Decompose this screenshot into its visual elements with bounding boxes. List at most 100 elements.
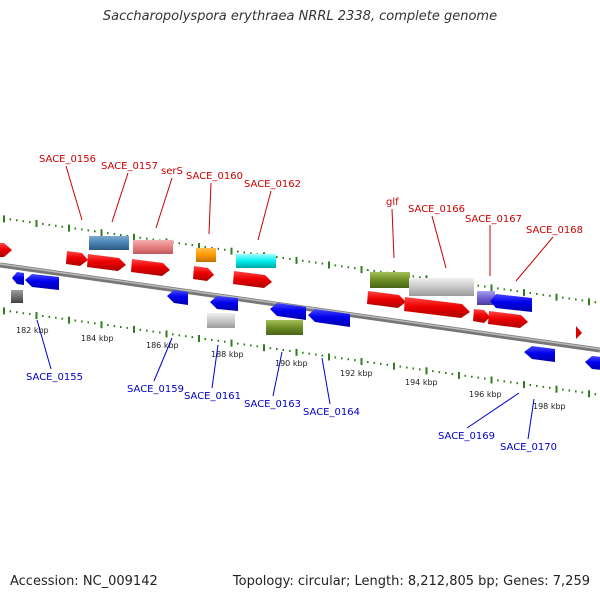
gene-arrow-forward[interactable] [131, 259, 170, 276]
minor-tick [594, 393, 597, 396]
minor-tick [211, 246, 213, 249]
gene-label-SACE_0168[interactable]: SACE_0168 [526, 225, 583, 236]
minor-tick [282, 257, 285, 260]
minor-tick [497, 379, 499, 382]
gene-label-SACE_0162[interactable]: SACE_0162 [244, 179, 301, 190]
gene-arrow-reverse[interactable] [585, 356, 600, 370]
gene-SACE_0161-box[interactable] [207, 313, 235, 328]
major-tick [555, 293, 558, 301]
gene-arrow-reverse[interactable] [25, 274, 59, 290]
gene-SACE_0155-box[interactable] [11, 290, 23, 303]
leader-line [431, 215, 447, 269]
minor-tick [22, 312, 25, 315]
minor-tick [334, 264, 337, 267]
major-tick [523, 289, 525, 297]
gene-SACE_0160-box[interactable] [196, 248, 216, 262]
minor-tick [61, 317, 64, 320]
minor-tick [497, 287, 499, 290]
gene-label-SACE_0164[interactable]: SACE_0164 [303, 407, 360, 418]
minor-tick [81, 228, 83, 231]
gene-label-SACE_0156[interactable]: SACE_0156 [39, 154, 96, 165]
leader-line [65, 165, 83, 221]
gene-arrow-reverse[interactable] [490, 294, 532, 312]
gene-label-serS[interactable]: serS [161, 166, 183, 177]
minor-tick [347, 358, 350, 361]
gene-arrow-reverse[interactable] [210, 296, 238, 311]
minor-tick [380, 362, 382, 365]
gene-arrow-forward[interactable] [193, 266, 214, 281]
leader-line [272, 351, 283, 397]
minor-tick [126, 234, 129, 237]
major-tick [133, 325, 135, 333]
gene-arrow-reverse[interactable] [167, 290, 188, 305]
tick-label-194: 194 kbp [405, 378, 438, 387]
major-tick [263, 344, 265, 352]
gene-arrow-forward[interactable] [233, 271, 272, 288]
gene-label-SACE_0161[interactable]: SACE_0161 [184, 391, 241, 402]
major-tick [68, 224, 70, 232]
gene-arrow-forward[interactable] [576, 326, 582, 339]
minor-tick [542, 293, 545, 296]
gene-SACE_0166-box[interactable] [409, 278, 474, 296]
gene-arrow-reverse[interactable] [270, 303, 306, 320]
minor-tick [191, 244, 194, 247]
gene-label-SACE_0169[interactable]: SACE_0169 [438, 431, 495, 442]
gene-arrow-forward[interactable] [367, 291, 406, 308]
gene-arrow-reverse[interactable] [308, 309, 350, 327]
major-tick [165, 330, 168, 338]
major-tick [35, 220, 38, 228]
minor-tick [243, 251, 246, 254]
gene-arrow-forward[interactable] [87, 254, 126, 271]
leader-line [257, 190, 272, 241]
major-tick [295, 348, 298, 356]
minor-tick [438, 371, 441, 374]
minor-tick [120, 326, 122, 328]
minor-tick [204, 245, 207, 248]
minor-tick [464, 374, 467, 377]
gene-label-SACE_0163[interactable]: SACE_0163 [244, 399, 301, 410]
leader-line [208, 182, 212, 235]
minor-tick [549, 386, 551, 389]
gene-SACE_0157-box[interactable] [133, 240, 173, 254]
gene-label-SACE_0157[interactable]: SACE_0157 [101, 161, 158, 172]
minor-tick [341, 265, 343, 268]
minor-tick [139, 328, 142, 331]
major-tick [3, 215, 5, 223]
gene-label-glf[interactable]: glf [386, 197, 399, 208]
gene-label-SACE_0170[interactable]: SACE_0170 [500, 442, 557, 453]
gene-arrow-reverse[interactable] [524, 346, 555, 362]
gene-arrow-forward[interactable] [473, 309, 490, 323]
gene-glf-box[interactable] [370, 272, 410, 288]
minor-tick [334, 356, 337, 359]
minor-tick [178, 242, 181, 245]
minor-tick [269, 347, 272, 350]
minor-tick [347, 266, 350, 269]
gene-arrow-forward[interactable] [404, 297, 470, 318]
minor-tick [380, 270, 382, 273]
gene-SACE_0162-box[interactable] [236, 254, 276, 268]
gene-label-SACE_0160[interactable]: SACE_0160 [186, 171, 243, 182]
gene-arrow-forward[interactable] [66, 251, 88, 266]
gene-label-SACE_0167[interactable]: SACE_0167 [465, 214, 522, 225]
gene-SACE_0156-box[interactable] [89, 236, 129, 250]
minor-tick [386, 363, 389, 366]
minor-tick [94, 230, 96, 233]
major-tick [588, 298, 590, 306]
gene-arrow-forward[interactable] [488, 311, 528, 328]
minor-tick [250, 344, 252, 347]
tick-label-192: 192 kbp [340, 369, 373, 378]
minor-tick [159, 331, 161, 334]
gene-arrow-reverse[interactable] [12, 272, 24, 285]
gene-label-SACE_0159[interactable]: SACE_0159 [127, 384, 184, 395]
minor-tick [243, 343, 246, 346]
gene-arrow-forward[interactable] [0, 243, 12, 257]
leader-line [515, 236, 554, 282]
minor-tick [146, 237, 148, 240]
gene-label-SACE_0166[interactable]: SACE_0166 [408, 204, 465, 215]
gene-SACE_0163-box[interactable] [266, 320, 303, 335]
gene-label-SACE_0155[interactable]: SACE_0155 [26, 372, 83, 383]
minor-tick [48, 315, 51, 318]
minor-tick [120, 234, 122, 236]
minor-tick [126, 326, 129, 329]
